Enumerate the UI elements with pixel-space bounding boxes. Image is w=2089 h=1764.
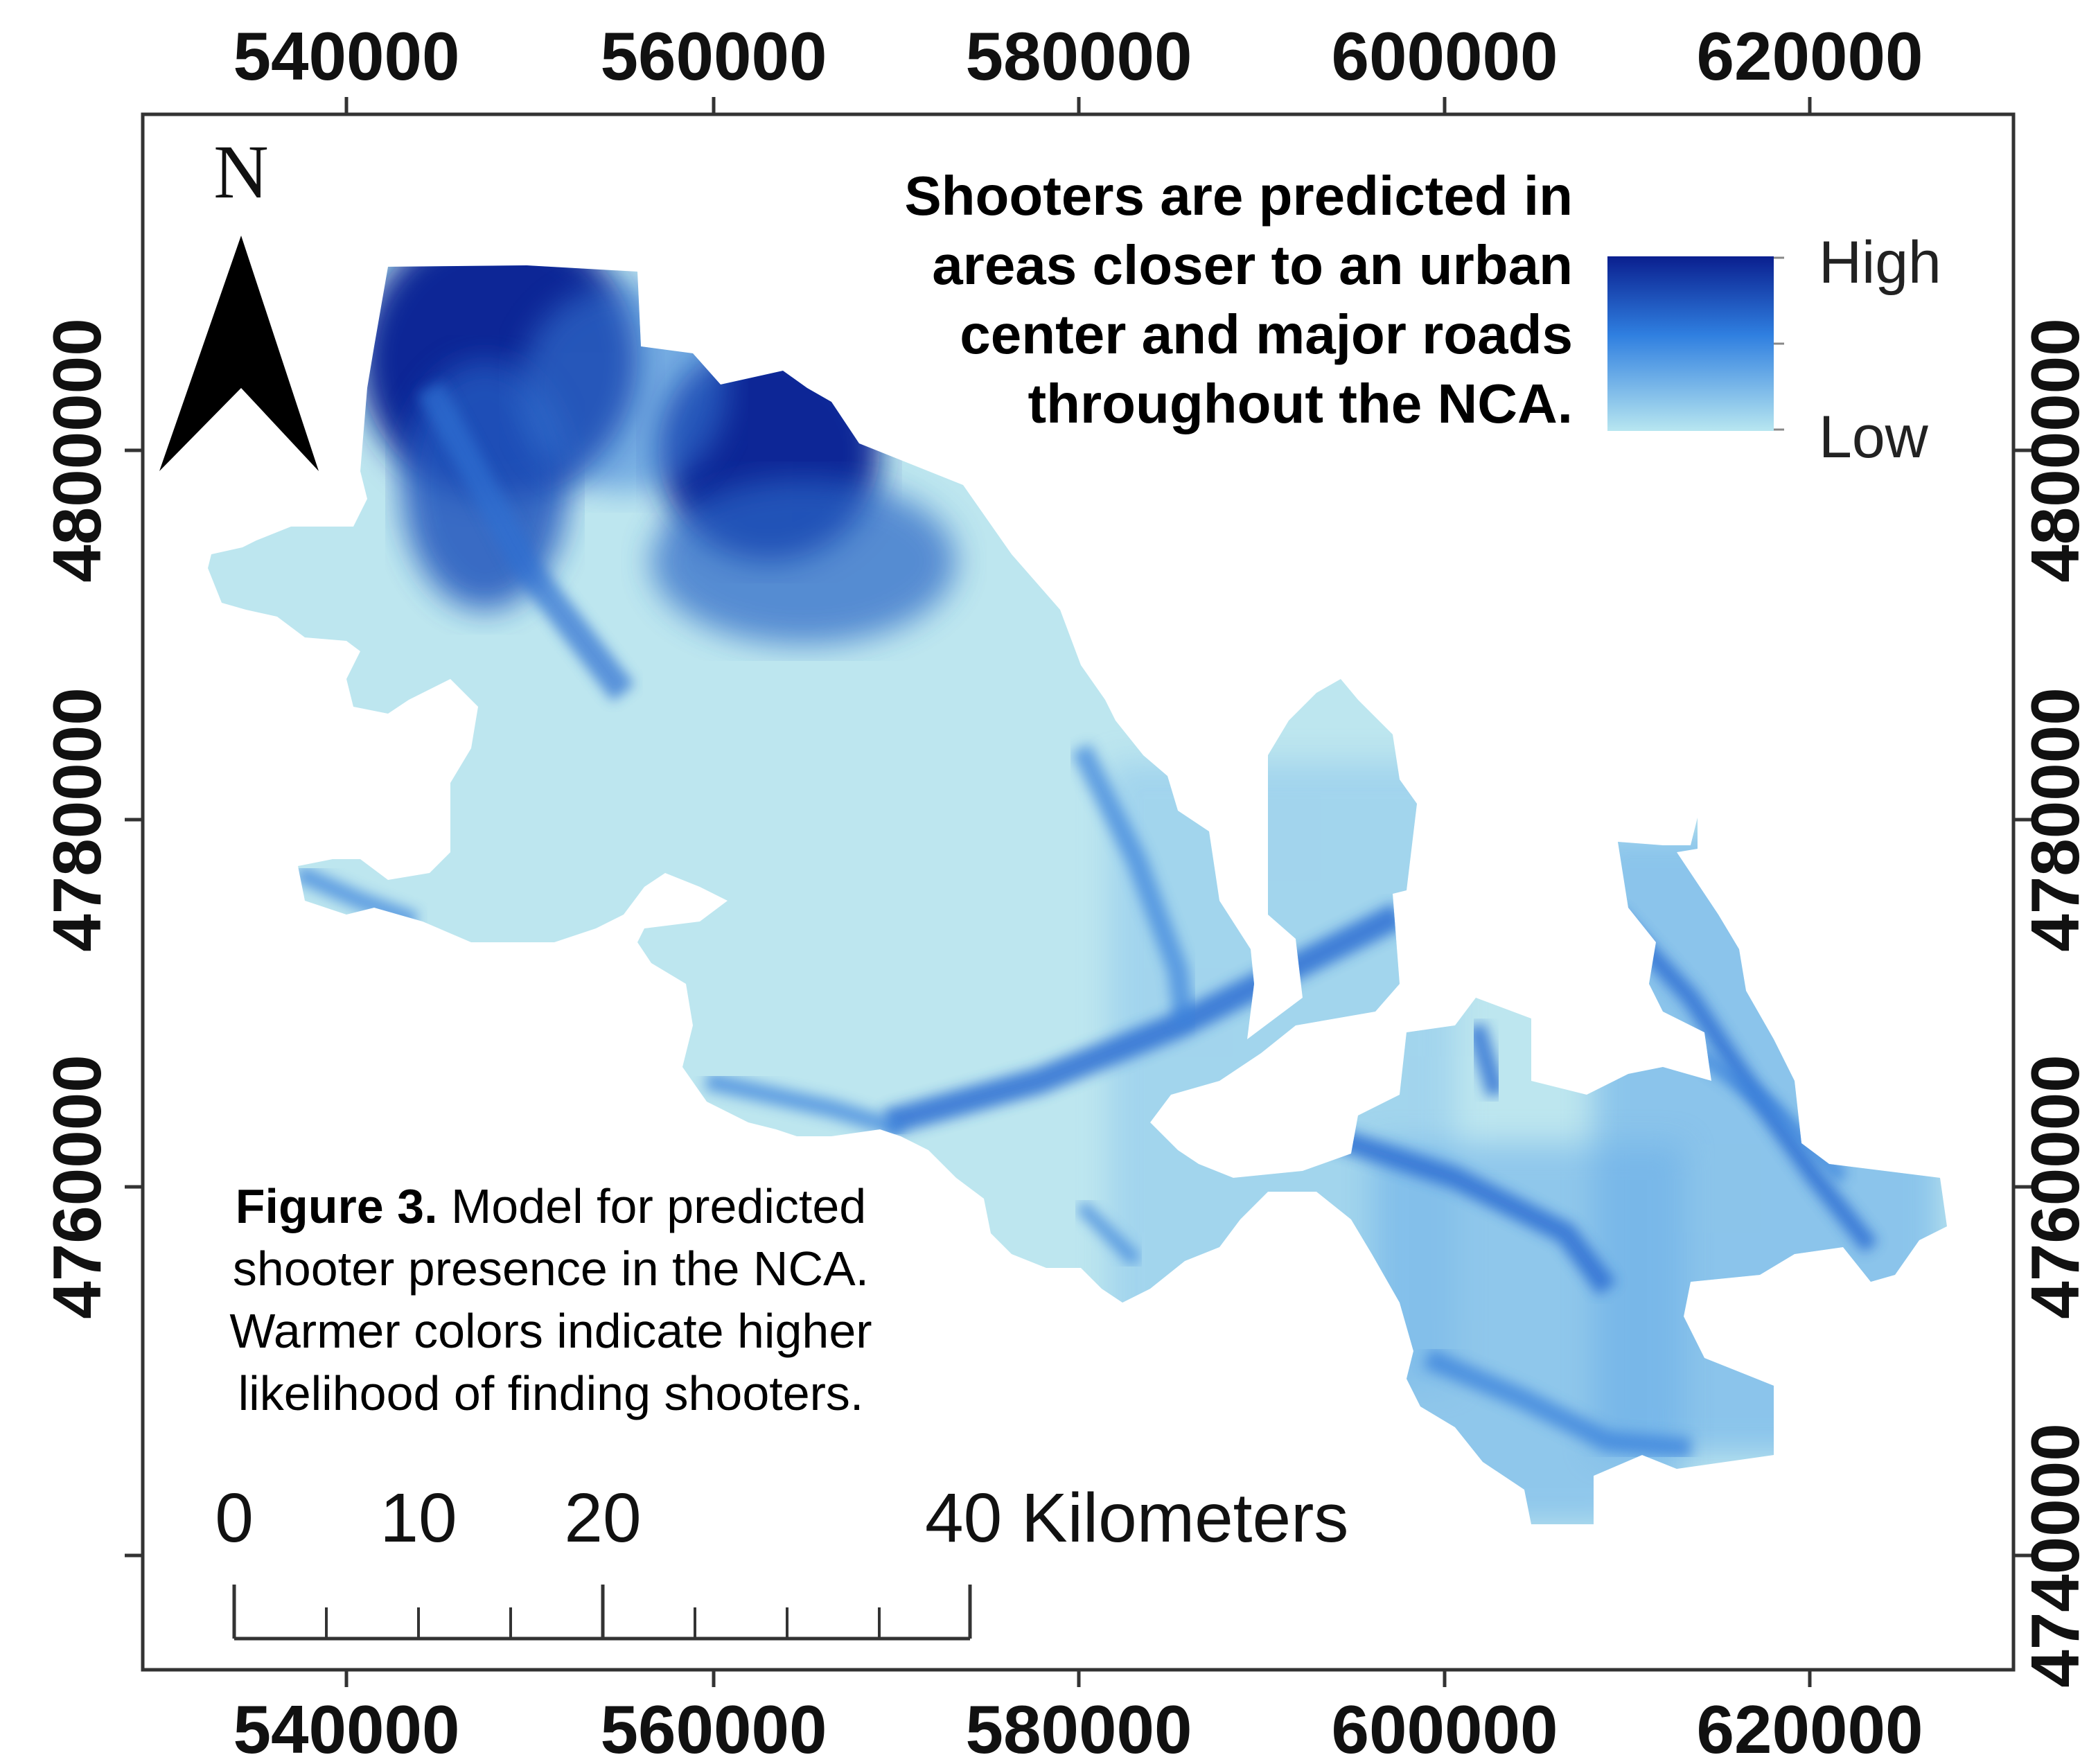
y-tick-left-4780000: 4780000: [39, 687, 115, 952]
note-line-3: center and major roads: [960, 303, 1573, 365]
x-axis-bottom: 540000 560000 580000 600000 620000: [233, 1670, 1923, 1764]
x-tick-top-580000: 580000: [965, 18, 1192, 94]
x-tick-bottom-580000: 580000: [965, 1691, 1192, 1764]
x-tick-top-600000: 600000: [1331, 18, 1558, 94]
y-axis-right: 4800000 4780000 4760000 4740000: [2013, 318, 2089, 1688]
x-axis-top: 540000 560000 580000 600000 620000: [233, 18, 1923, 114]
legend-color-ramp: [1607, 256, 1774, 431]
x-tick-top-560000: 560000: [600, 18, 827, 94]
caption-line-1-rest: Model for predicted: [438, 1179, 867, 1233]
caption-line-1: Figure 3. Model for predicted: [236, 1179, 866, 1233]
prediction-note: Shooters are predicted in areas closer t…: [904, 165, 1573, 434]
y-tick-right-4800000: 4800000: [2017, 318, 2089, 583]
scale-label-20: 20: [564, 1479, 641, 1557]
north-arrow-icon: [159, 236, 319, 471]
caption-line-3: Warmer colors indicate higher: [229, 1304, 872, 1358]
y-tick-right-4760000: 4760000: [2017, 1055, 2089, 1319]
x-tick-top-620000: 620000: [1696, 18, 1923, 94]
x-tick-top-540000: 540000: [233, 18, 459, 94]
y-tick-right-4780000: 4780000: [2017, 687, 2089, 952]
scale-bar: 0 10 20 40 Kilometers: [215, 1479, 1348, 1641]
legend-low-label: Low: [1819, 404, 1929, 470]
note-line-2: areas closer to an urban: [932, 234, 1573, 296]
x-tick-bottom-540000: 540000: [233, 1691, 459, 1764]
north-label: N: [213, 130, 268, 214]
north-arrow: N: [159, 130, 319, 471]
scale-label-0: 0: [215, 1479, 254, 1557]
legend-high-label: High: [1819, 229, 1941, 296]
figure-caption: Figure 3. Model for predicted shooter pr…: [229, 1179, 872, 1420]
caption-line-2: shooter presence in the NCA.: [233, 1242, 869, 1296]
x-tick-bottom-600000: 600000: [1331, 1691, 1558, 1764]
note-line-1: Shooters are predicted in: [904, 165, 1573, 227]
x-tick-bottom-560000: 560000: [600, 1691, 827, 1764]
y-tick-left-4800000: 4800000: [39, 318, 115, 583]
caption-line-4: likelihood of finding shooters.: [238, 1366, 864, 1420]
x-tick-bottom-620000: 620000: [1696, 1691, 1923, 1764]
y-tick-left-4760000: 4760000: [39, 1055, 115, 1319]
y-axis-left: 4800000 4780000 4760000: [39, 318, 143, 1558]
scale-label-end: 40 Kilometers: [925, 1479, 1348, 1557]
note-line-4: throughout the NCA.: [1028, 373, 1573, 434]
y-tick-right-4740000: 4740000: [2017, 1423, 2089, 1688]
scale-label-10: 10: [380, 1479, 457, 1557]
legend: High Low: [1607, 229, 1941, 470]
caption-label: Figure 3.: [236, 1179, 438, 1233]
